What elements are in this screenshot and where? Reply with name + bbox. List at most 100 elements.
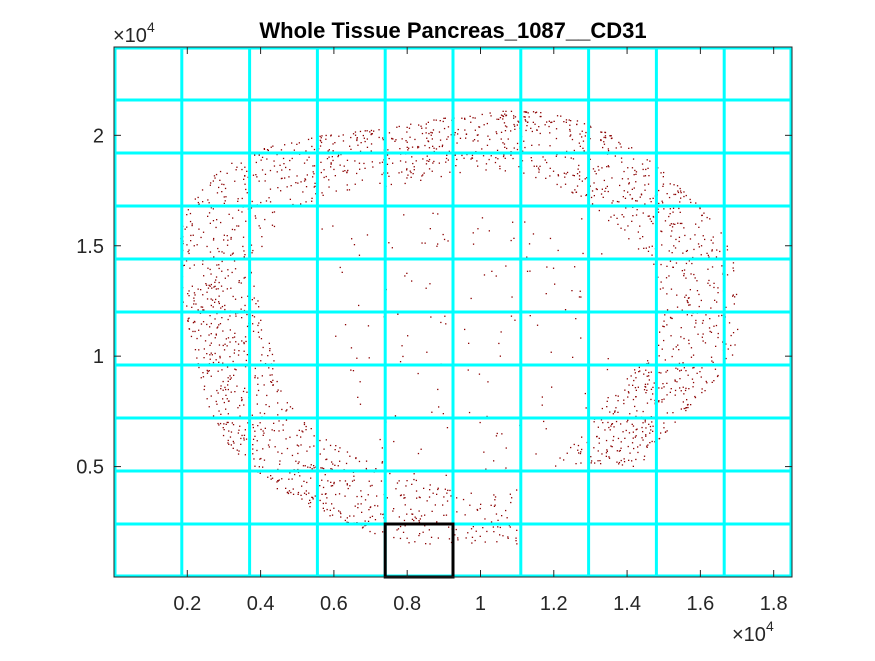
data-point [188, 317, 190, 319]
data-point [276, 153, 278, 156]
data-point [191, 224, 193, 227]
data-point [222, 434, 225, 437]
data-point [604, 135, 607, 137]
data-point [242, 245, 244, 248]
data-point [710, 356, 713, 358]
data-point [410, 508, 412, 510]
data-point [207, 287, 210, 289]
data-point [675, 367, 677, 369]
data-point [257, 324, 259, 327]
data-point [415, 490, 418, 492]
data-point [212, 208, 214, 210]
data-point [678, 349, 680, 351]
data-point [216, 327, 218, 329]
data-point [605, 439, 608, 442]
data-point [411, 483, 413, 485]
data-point [303, 162, 306, 164]
data-point [545, 293, 547, 295]
data-point [409, 170, 411, 172]
data-point [218, 295, 220, 297]
data-point [244, 254, 246, 256]
data-point [371, 133, 373, 135]
data-point [338, 493, 341, 495]
data-point [711, 381, 713, 383]
data-point [192, 234, 194, 236]
data-point [633, 187, 635, 189]
data-point [684, 296, 686, 298]
x-tick-label: 0.2 [173, 593, 201, 615]
data-point [397, 528, 400, 530]
data-point [591, 190, 594, 192]
data-point [571, 191, 573, 193]
data-point [603, 141, 605, 143]
data-point [633, 379, 635, 382]
data-point [689, 289, 691, 291]
data-point [288, 478, 290, 480]
data-point [646, 402, 649, 404]
data-point [672, 412, 674, 414]
data-point [430, 316, 432, 318]
data-point [252, 444, 254, 446]
data-point [508, 524, 510, 527]
data-point [516, 489, 518, 491]
data-point [683, 337, 685, 340]
data-point [305, 201, 307, 203]
data-point [391, 137, 393, 140]
data-point [370, 129, 373, 132]
data-point [238, 350, 240, 352]
data-point [620, 447, 622, 449]
data-point [288, 490, 291, 492]
data-point [259, 422, 261, 424]
data-point [390, 183, 392, 186]
data-point [247, 422, 249, 424]
data-point [208, 370, 210, 372]
data-point [314, 495, 316, 497]
data-point [601, 253, 603, 255]
data-point [611, 423, 613, 425]
y-tick-label: 0.5 [76, 457, 104, 479]
data-point [683, 275, 685, 277]
data-point [700, 245, 703, 247]
data-point [447, 489, 449, 491]
data-point [325, 134, 327, 137]
data-point [682, 362, 684, 364]
data-point [638, 371, 640, 373]
data-point [380, 480, 383, 482]
data-point [334, 142, 336, 144]
data-point [312, 176, 314, 178]
data-point [485, 163, 488, 165]
data-point [668, 215, 670, 218]
data-point [277, 468, 279, 471]
data-point [494, 504, 496, 506]
data-point [490, 155, 492, 157]
data-point [639, 225, 641, 227]
data-point [563, 121, 565, 123]
data-point [221, 270, 223, 272]
data-point [603, 143, 606, 145]
data-point [215, 288, 217, 290]
data-point [418, 534, 420, 537]
data-point [669, 224, 671, 226]
data-point [303, 422, 306, 424]
data-point [675, 238, 677, 241]
data-point [406, 141, 408, 143]
data-point [389, 472, 391, 475]
data-point [293, 149, 295, 151]
data-point [502, 118, 504, 120]
data-point [310, 428, 312, 430]
data-point [406, 126, 408, 128]
data-point [344, 170, 346, 172]
data-point [376, 495, 378, 497]
data-point [525, 129, 527, 132]
data-point [505, 509, 507, 512]
data-point [433, 147, 435, 149]
data-point [628, 384, 630, 386]
data-point [252, 174, 255, 176]
data-point [279, 460, 281, 462]
data-point [536, 324, 539, 326]
data-point [219, 357, 221, 359]
data-point [472, 232, 474, 234]
data-point [598, 169, 600, 171]
data-point [230, 287, 232, 289]
data-point [273, 422, 275, 424]
